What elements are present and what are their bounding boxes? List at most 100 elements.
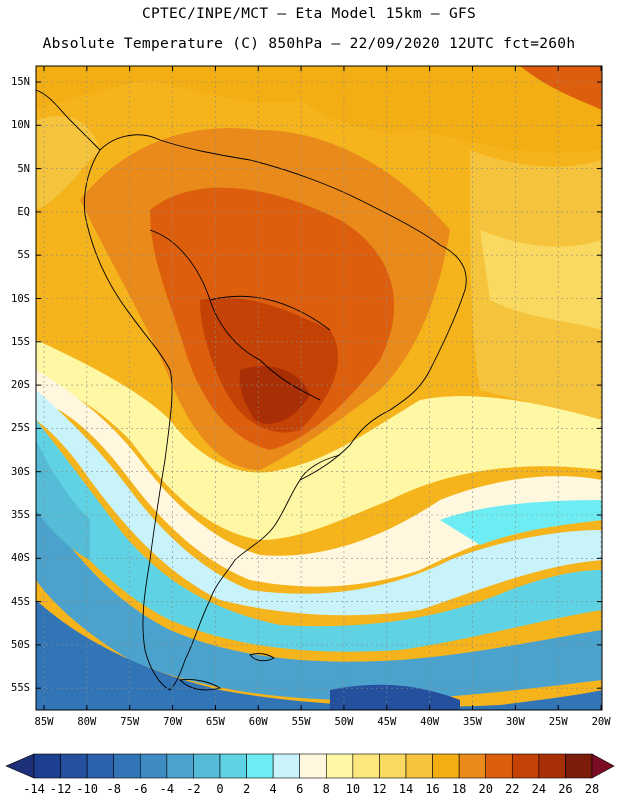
colorbar-label: 6: [296, 782, 304, 796]
border-3: [259, 359, 321, 401]
colorbar-swatch: [166, 753, 194, 779]
colorbar-high-arrow: [591, 753, 615, 779]
tick-marks: [36, 66, 602, 710]
title-line-1: CPTEC/INPE/MCT – Eta Model 15km – GFS: [141, 6, 477, 22]
colorbar-label: 2: [242, 782, 251, 796]
south-america-coast: [83, 134, 467, 691]
lat-label: 55S: [11, 682, 30, 695]
colorbar-label: 0: [216, 782, 224, 796]
colorbar-label: -2: [186, 782, 201, 796]
lat-label: 10N: [11, 119, 30, 132]
field-band-south-deepblue: [36, 600, 602, 710]
field-band-south-darkest: [330, 684, 460, 710]
colorbar-swatch: [86, 753, 115, 779]
colorbar-swatch: [325, 753, 354, 779]
colorbar-swatch: [299, 753, 327, 779]
lat-label: 5S: [17, 249, 30, 262]
colorbar-swatch: [432, 753, 460, 779]
colorbar-label: 10: [345, 782, 361, 796]
colorbar-label: 22: [505, 782, 520, 796]
lon-label: 80W: [77, 716, 97, 728]
coastlines: [36, 89, 467, 691]
colorbar-label: -8: [106, 782, 121, 796]
colorbar-swatch: [139, 753, 168, 779]
field-band-ne-hot: [520, 66, 602, 110]
lat-label: 45S: [11, 595, 30, 608]
field-band-nw-yellow: [36, 116, 100, 210]
field-band-south-yellow: [36, 340, 602, 540]
lat-label: 40S: [11, 552, 30, 565]
lon-label: 55W: [291, 716, 311, 728]
colorbar-label: -14: [23, 782, 45, 796]
lon-label: 40W: [420, 716, 440, 728]
lon-label: 25W: [548, 716, 568, 728]
colorbar-swatch: [538, 753, 566, 779]
lat-label: 15S: [11, 335, 30, 348]
colorbar-label: 18: [451, 782, 467, 796]
lon-label: 75W: [120, 716, 140, 728]
colorbar-swatch: [379, 753, 407, 779]
lat-label: EQ: [17, 205, 30, 218]
island-tierra-del-fuego: [179, 679, 222, 691]
lat-label: 15N: [11, 76, 30, 88]
colorbar-swatch: [219, 753, 247, 779]
colorbar-label: 16: [425, 782, 440, 796]
colorbar-label: 14: [398, 782, 414, 796]
colorbar-swatch: [246, 753, 274, 779]
colorbar-swatch: [405, 753, 433, 779]
lat-label: 30S: [11, 465, 30, 478]
lon-label: 20W: [591, 716, 611, 728]
field-band-south-cyan: [36, 420, 602, 652]
colorbar-swatch: [60, 753, 88, 779]
colorbar-swatch: [485, 753, 513, 779]
lon-label: 70W: [163, 716, 183, 728]
field-band-se-cyan: [440, 500, 602, 545]
field-band-south-blue: [36, 500, 602, 700]
colorbar-label: 8: [322, 782, 330, 796]
map-frame: [35, 65, 603, 711]
island-falkland: [249, 653, 275, 662]
colorbar-swatch: [193, 753, 221, 779]
lat-label: 50S: [11, 638, 30, 651]
colorbar-label: -10: [76, 782, 98, 796]
colorbar-label: 20: [478, 782, 493, 796]
colorbar-swatch: [33, 753, 61, 779]
colorbar-swatch: [458, 753, 487, 779]
title-line-2: Absolute Temperature (C) 850hPa – 22/09/…: [42, 36, 576, 52]
field-band-sw-cyan: [36, 440, 90, 560]
lon-label: 50W: [334, 716, 354, 728]
central-america-coast: [36, 89, 101, 151]
lon-label: 65W: [205, 716, 225, 728]
field-band-south-lightblue: [36, 390, 602, 616]
colorbar-swatch: [511, 753, 540, 779]
colorbar-swatch: [565, 753, 593, 779]
lon-label: 35W: [463, 716, 482, 728]
border-2: [209, 295, 331, 331]
colorbar-label: 26: [558, 782, 573, 796]
lon-label: 85W: [34, 716, 54, 728]
lat-label: 35S: [11, 509, 30, 521]
border-4: [299, 454, 341, 481]
lat-label: 5N: [17, 162, 30, 175]
colorbar-swatch: [272, 753, 301, 779]
colorbar-label: -4: [159, 782, 175, 796]
lat-label: 10S: [11, 292, 30, 305]
colorbar-label: 12: [372, 782, 387, 796]
lon-label: 30W: [505, 716, 525, 728]
colorbar-label: 24: [531, 782, 547, 796]
colorbar: [5, 753, 615, 779]
field-band-warm-top: [36, 66, 602, 153]
temperature-field: [36, 66, 602, 710]
lon-label: 60W: [248, 716, 268, 728]
lat-label: 20S: [11, 379, 30, 392]
lon-label: 45W: [377, 716, 397, 728]
lat-label: 25S: [11, 422, 30, 435]
colorbar-swatch: [113, 753, 141, 779]
field-band-continent-peak: [239, 366, 310, 424]
colorbar-label: -6: [133, 782, 148, 796]
gridlines: [36, 66, 602, 710]
colorbar-label: 4: [269, 782, 277, 796]
colorbar-label: 28: [584, 782, 600, 796]
colorbar-low-arrow: [5, 753, 35, 779]
